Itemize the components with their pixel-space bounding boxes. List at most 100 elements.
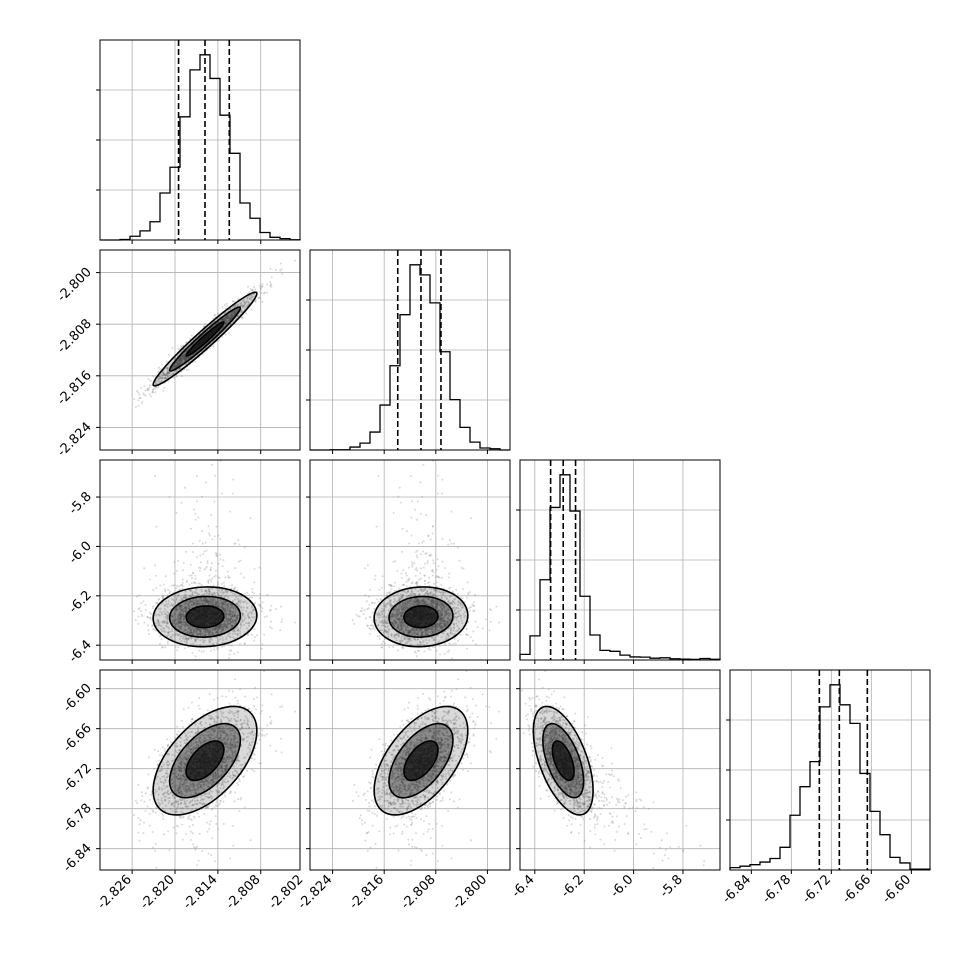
sample-point [179,359,182,362]
sample-point [179,616,181,619]
sample-point [166,374,169,377]
sample-point [241,303,244,306]
sample-point [158,643,161,645]
sample-point [222,625,225,628]
sample-point [157,386,160,389]
sample-point [239,632,241,635]
sample-point [281,618,284,621]
sample-point [364,594,367,597]
sample-point [209,630,211,633]
sample-point [185,580,188,583]
sample-point [177,359,180,362]
sample-point [177,621,180,624]
sample-point [237,314,240,317]
sample-point [224,611,227,614]
sample-point [180,357,183,360]
sample-point [178,604,181,607]
sample-point [261,283,264,286]
sample-point [160,373,163,376]
sample-point [165,625,168,628]
sample-point [191,651,194,654]
sample-point [149,379,152,382]
panel-frame [729,669,931,871]
sample-point [211,604,214,606]
sample-point [199,603,202,606]
sample-point [204,589,207,592]
sample-point [199,644,202,647]
sample-point [211,587,214,590]
sample-point [214,600,217,603]
sample-point [173,376,176,379]
sample-point [212,628,215,630]
sample-point [181,587,184,590]
sample-point [223,319,226,322]
sample-point [236,303,239,306]
sample-point [220,589,223,592]
sample-point [192,603,195,606]
sample-point [193,508,195,511]
sample-point [236,589,239,592]
sample-point [233,652,236,655]
sample-point [263,633,266,636]
sample-point [498,621,501,624]
sample-point [208,639,211,642]
sample-point [179,614,182,617]
sample-point [179,357,182,360]
sample-point [188,606,191,609]
sample-point [197,516,200,519]
sample-point [239,623,242,626]
sample-point [218,339,220,342]
sample-point [280,605,282,608]
sample-point [229,314,232,317]
sample-point [151,624,154,627]
sample-point [235,311,238,314]
sample-point [186,624,188,626]
sample-point [208,593,210,596]
sample-point [156,619,159,622]
sample-point [230,644,233,647]
sample-point [242,306,245,309]
sample-point [198,627,201,630]
sample-point [190,355,193,358]
sample-point [215,322,218,325]
sample-point [177,614,180,617]
sample-point [229,317,232,320]
sample-point [211,593,214,596]
sample-point [224,321,227,324]
sample-point [224,611,227,614]
sample-point [233,309,236,312]
sample-point [233,613,236,616]
sample-point [210,602,212,605]
sample-point [232,587,235,590]
sample-point [176,361,179,364]
sample-point [216,581,219,584]
sample-point [164,376,167,379]
sample-point [233,619,236,622]
sample-point [248,298,251,301]
sample-point [211,592,214,595]
sample-point [227,314,230,317]
sample-point [207,588,210,591]
sample-point [229,307,232,310]
sample-point [180,501,183,504]
sample-point [175,599,178,602]
sample-point [246,622,249,625]
sample-point [148,386,151,389]
sample-point [205,600,208,603]
sample-point [230,617,233,620]
sample-point [185,624,188,627]
sample-point [185,593,187,596]
sample-point [182,356,185,359]
sample-point [219,625,222,628]
sample-point [173,618,176,621]
sample-point [229,317,232,320]
sample-point [141,615,144,618]
sample-point [169,590,172,593]
sample-point [169,630,171,633]
sample-point [225,322,228,325]
sample-point [177,359,180,362]
sample-point [208,632,211,634]
sample-point [212,599,215,602]
sample-point [226,626,229,629]
sample-point [224,627,227,630]
